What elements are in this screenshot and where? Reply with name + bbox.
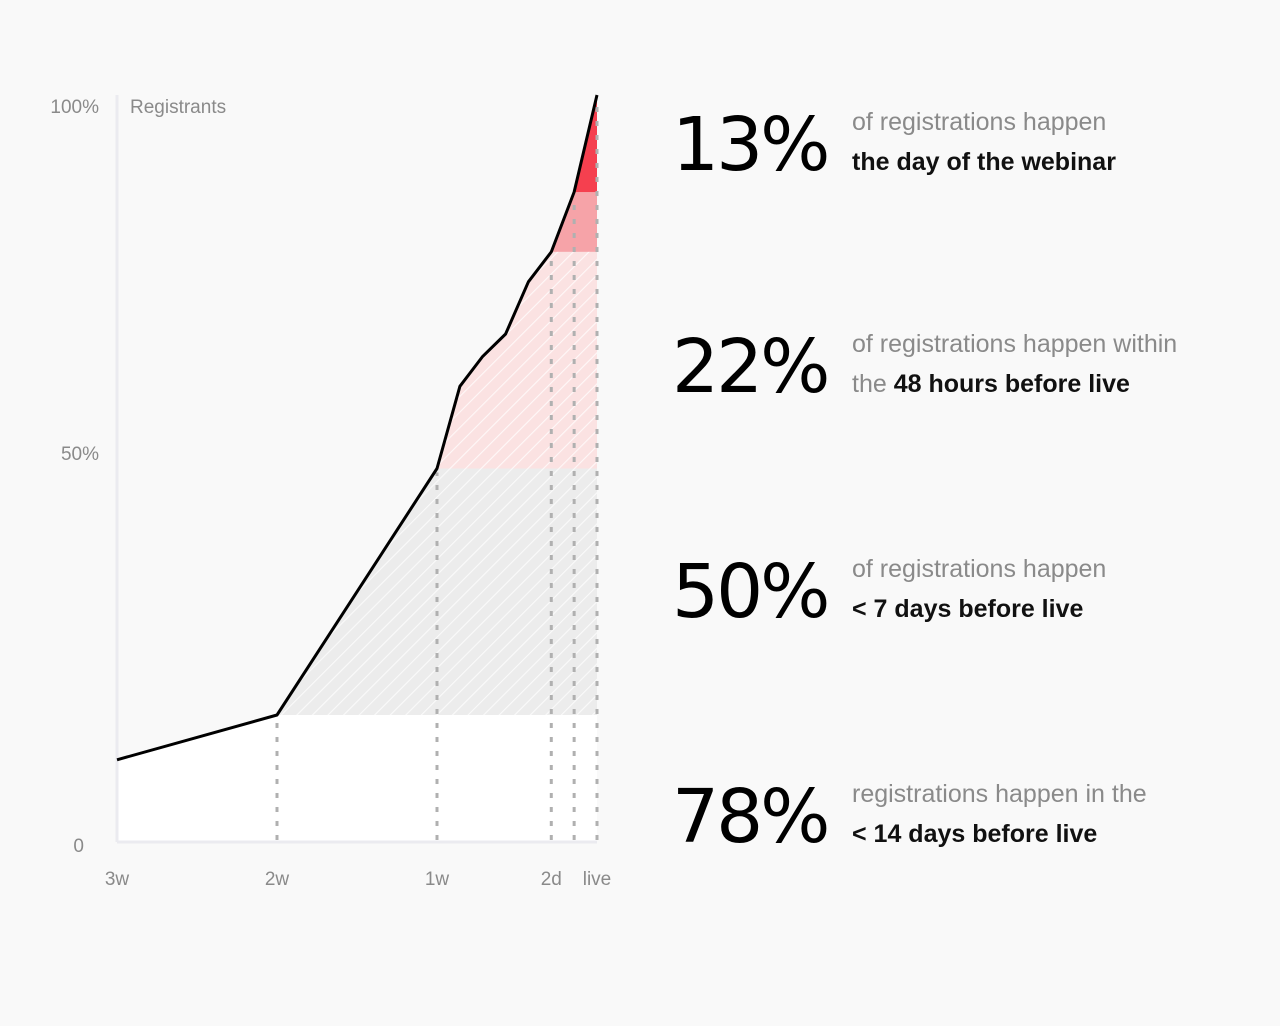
dotted-guides (275, 99, 599, 840)
registrants-line (116, 94, 599, 762)
y-tick-100: 100% (50, 97, 99, 118)
y-tick-50: 50% (61, 444, 99, 465)
hatch-0 (277, 468, 597, 716)
hatch-overlays (277, 251, 597, 716)
y-tick-labels: 100% 50% 0 (50, 97, 99, 857)
line-layer (116, 94, 599, 762)
x-tick-live: live (583, 869, 612, 890)
y-tick-0: 0 (73, 836, 84, 857)
y-axis-label: Registrants (130, 97, 226, 118)
axes (115, 95, 597, 844)
x-tick-3w: 3w (105, 869, 130, 890)
x-tick-1w: 1w (425, 869, 450, 890)
x-tick-2w: 2w (265, 869, 290, 890)
x-tick-2d: 2d (541, 869, 562, 890)
x-tick-labels: 3w 2w 1w 2d live (105, 869, 611, 890)
